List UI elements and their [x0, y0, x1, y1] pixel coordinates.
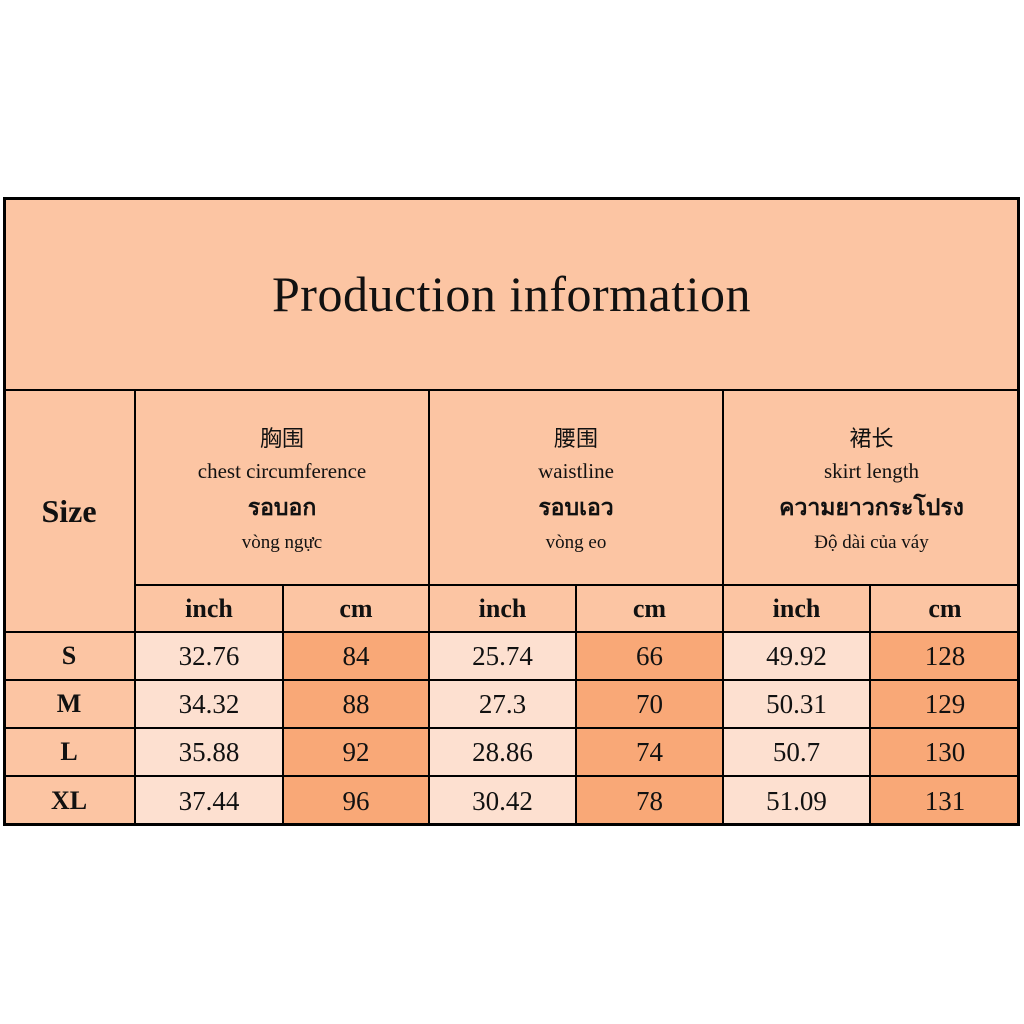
value-cell: 35.88: [135, 728, 283, 776]
value-cell: 84: [283, 632, 429, 680]
value: 32.76: [178, 640, 240, 671]
unit-cell: inch: [135, 585, 283, 632]
value-cell: 27.3: [429, 680, 576, 728]
size-label: S: [61, 641, 77, 670]
value-cell: 51.09: [723, 776, 870, 826]
size-label: XL: [50, 786, 88, 815]
value-cell: 88: [283, 680, 429, 728]
value: 131: [924, 785, 966, 816]
value-cell: 32.76: [135, 632, 283, 680]
value-cell: 50.31: [723, 680, 870, 728]
label-vi: vòng eo: [545, 532, 607, 553]
size-label: L: [60, 737, 78, 766]
unit-cell: cm: [576, 585, 723, 632]
value-cell: 92: [283, 728, 429, 776]
value: 34.32: [178, 688, 240, 719]
label-en: skirt length: [823, 459, 920, 483]
unit-label: cm: [339, 593, 373, 623]
column-header-cell: 腰围 waistline รอบเอว vòng eo: [429, 390, 723, 585]
value: 88: [342, 688, 370, 719]
value: 92: [342, 736, 370, 767]
size-cell: M: [3, 680, 135, 728]
value: 37.44: [178, 785, 240, 816]
value-cell: 25.74: [429, 632, 576, 680]
unit-label: inch: [185, 593, 233, 623]
label-th: รอบอก: [247, 495, 317, 521]
value: 78: [636, 785, 663, 816]
value-cell: 37.44: [135, 776, 283, 826]
column-header-cell: 胸围 chest circumference รอบอก vòng ngực: [135, 390, 429, 585]
value-cell: 50.7: [723, 728, 870, 776]
unit-cell: inch: [429, 585, 576, 632]
size-label: M: [56, 689, 82, 718]
size-cell: L: [3, 728, 135, 776]
value-cell: 129: [870, 680, 1020, 728]
value: 51.09: [766, 785, 827, 816]
value: 74: [636, 736, 663, 767]
size-cell: XL: [3, 776, 135, 826]
value: 50.7: [772, 736, 821, 767]
label-vi: vòng ngực: [241, 532, 323, 553]
value: 84: [342, 640, 370, 671]
unit-label: inch: [772, 593, 821, 623]
unit-cell: cm: [870, 585, 1020, 632]
unit-label: cm: [632, 593, 667, 623]
value-cell: 130: [870, 728, 1020, 776]
value-cell: 131: [870, 776, 1020, 826]
value-cell: 34.32: [135, 680, 283, 728]
label-zh: 裙长: [849, 426, 894, 451]
value-cell: 128: [870, 632, 1020, 680]
value-cell: 74: [576, 728, 723, 776]
value-cell: 66: [576, 632, 723, 680]
label-vi: Độ dài của váy: [814, 532, 929, 553]
value: 50.31: [766, 688, 827, 719]
value: 129: [924, 688, 966, 719]
value: 70: [636, 688, 663, 719]
label-zh: 腰围: [553, 426, 598, 451]
size-header: Size: [41, 492, 97, 529]
size-header-cell: Size: [3, 390, 135, 632]
title: Production information: [272, 265, 751, 322]
value: 130: [924, 736, 966, 767]
value: 27.3: [478, 688, 527, 719]
value: 28.86: [472, 736, 533, 767]
value-cell: 70: [576, 680, 723, 728]
value-cell: 49.92: [723, 632, 870, 680]
label-en: waistline: [538, 459, 614, 483]
unit-label: cm: [928, 593, 962, 623]
value: 25.74: [472, 640, 533, 671]
value: 128: [924, 640, 966, 671]
value-cell: 30.42: [429, 776, 576, 826]
value: 96: [342, 785, 370, 816]
unit-cell: inch: [723, 585, 870, 632]
value: 35.88: [178, 736, 240, 767]
value-cell: 78: [576, 776, 723, 826]
label-th: ความยาวกระโปรง: [779, 495, 964, 521]
value: 66: [636, 640, 663, 671]
column-header-cell: 裙长 skirt length ความยาวกระโปรง Độ dài của v…: [723, 390, 1020, 585]
title-cell: Production information: [3, 197, 1020, 390]
label-en: chest circumference: [197, 459, 367, 483]
value: 30.42: [472, 785, 533, 816]
value-cell: 96: [283, 776, 429, 826]
label-th: รอบเอว: [538, 495, 614, 521]
label-zh: 胸围: [259, 426, 304, 451]
unit-label: inch: [478, 593, 527, 623]
unit-cell: cm: [283, 585, 429, 632]
size-cell: S: [3, 632, 135, 680]
value-cell: 28.86: [429, 728, 576, 776]
value: 49.92: [766, 640, 827, 671]
